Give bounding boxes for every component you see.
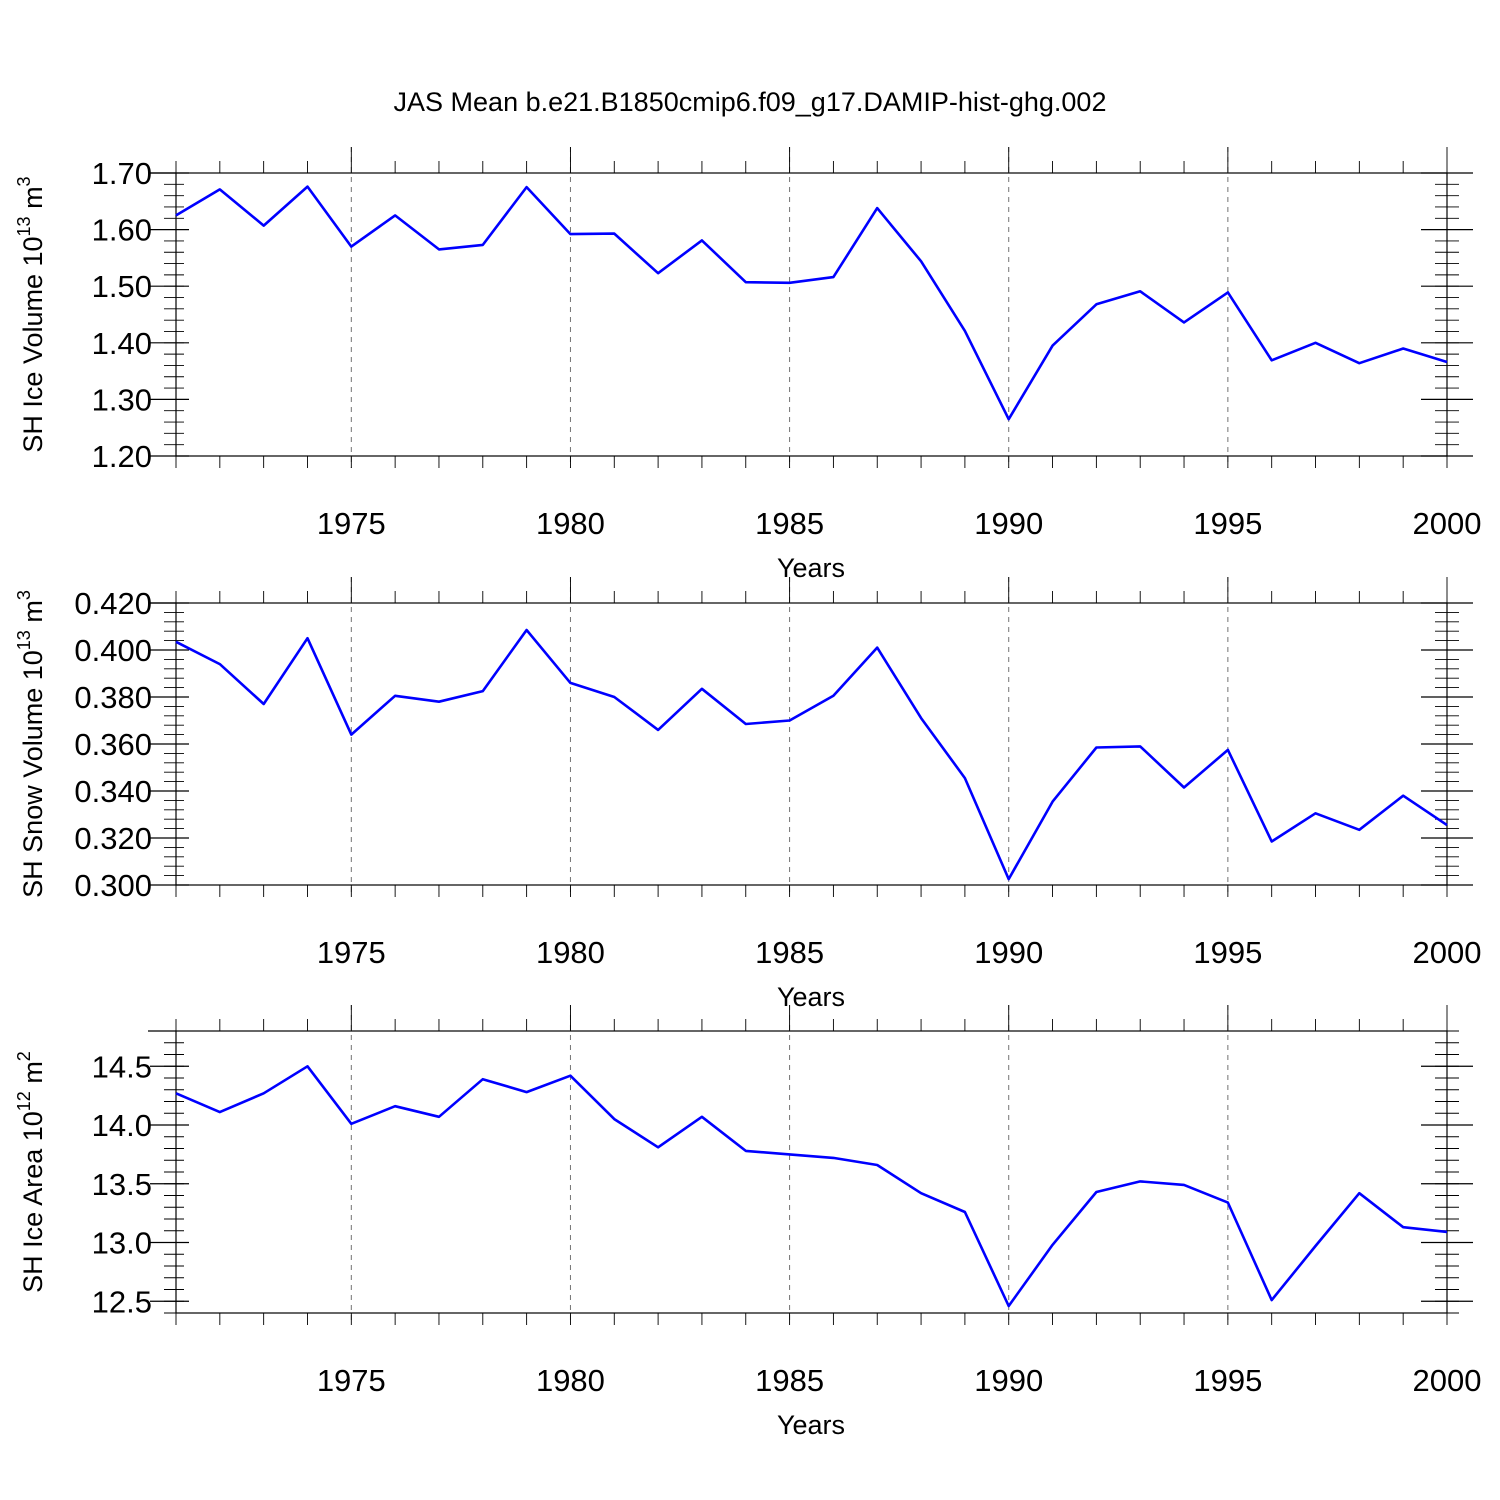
- y-axis-title-unit-exponent: 3: [14, 176, 34, 186]
- x-tick-label: 1995: [1193, 935, 1262, 970]
- x-tick-label: 1975: [317, 506, 386, 541]
- x-tick-label: 1980: [536, 1363, 605, 1398]
- y-tick-label: 1.20: [92, 439, 152, 474]
- x-tick-label: 1980: [536, 506, 605, 541]
- x-tick-label: 1985: [755, 935, 824, 970]
- y-axis-title-text: SH Snow Volume 10: [18, 650, 48, 898]
- x-tick-label: 1995: [1193, 1363, 1262, 1398]
- series-line: [175, 1065, 1448, 1308]
- y-tick-label: 14.5: [92, 1049, 152, 1084]
- y-tick-label: 0.340: [74, 774, 152, 809]
- y-tick-label: 14.0: [92, 1108, 152, 1143]
- y-axis-title: SH Ice Area 1012 m2: [14, 1051, 48, 1293]
- panels: 1.20 1.30 1.40 1.50 1.60 1.70 1975 1980 1985 1990…: [14, 147, 1481, 1440]
- x-tick-label: 1995: [1193, 506, 1262, 541]
- y-axis-title: SH Ice Volume 1013 m3: [14, 176, 48, 452]
- y-tick-label: 0.300: [74, 868, 152, 903]
- y-axis-title-unit-exponent: 3: [14, 590, 34, 600]
- panel-1: 1.20 1.30 1.40 1.50 1.60 1.70 1975 1980 1985 1990…: [14, 147, 1481, 583]
- x-tick-label: 1975: [317, 1363, 386, 1398]
- y-tick-label: 13.0: [92, 1226, 152, 1261]
- plot-frame: [175, 1030, 1448, 1314]
- y-axis-title-unit-exponent: 2: [14, 1051, 34, 1061]
- y-axis-title-unit: m: [18, 186, 48, 216]
- x-axis-title: Years: [777, 553, 845, 583]
- x-tick-label: 2000: [1413, 935, 1482, 970]
- y-tick-label: 12.5: [92, 1284, 152, 1319]
- y-axis-title-text: SH Ice Volume 10: [18, 236, 48, 452]
- y-axis-title-exponent: 13: [14, 630, 34, 650]
- y-tick-label: 1.30: [92, 382, 152, 417]
- y-tick-label: 1.60: [92, 213, 152, 248]
- y-tick-label: 0.400: [74, 633, 152, 668]
- y-axis-title-exponent: 13: [14, 216, 34, 236]
- plot-frame: [175, 172, 1448, 457]
- y-axis-title: SH Snow Volume 1013 m3: [14, 590, 48, 898]
- panel-3: 12.5 13.0 13.5 14.0 14.5 1975 1980 1985 1990 1995…: [14, 1005, 1481, 1440]
- y-tick-label: 0.420: [74, 586, 152, 621]
- x-tick-label: 1980: [536, 935, 605, 970]
- x-axis-title: Years: [777, 982, 845, 1012]
- y-tick-label: 0.320: [74, 821, 152, 856]
- x-tick-label: 2000: [1413, 1363, 1482, 1398]
- x-tick-label: 1990: [974, 935, 1043, 970]
- series-line: [175, 185, 1448, 421]
- x-axis-title: Years: [777, 1410, 845, 1440]
- x-tick-label: 1990: [974, 1363, 1043, 1398]
- x-tick-label: 2000: [1413, 506, 1482, 541]
- panel-2: 0.300 0.320 0.340 0.360 0.380 0.400 0.420 1975 1…: [14, 577, 1481, 1012]
- y-tick-label: 0.360: [74, 727, 152, 762]
- y-tick-label: 13.5: [92, 1167, 152, 1202]
- x-tick-label: 1985: [755, 1363, 824, 1398]
- x-tick-label: 1975: [317, 935, 386, 970]
- figure-title: JAS Mean b.e21.B1850cmip6.f09_g17.DAMIP-…: [394, 87, 1107, 117]
- y-axis-title-text: SH Ice Area 10: [18, 1111, 48, 1293]
- x-tick-label: 1990: [974, 506, 1043, 541]
- y-tick-label: 1.70: [92, 156, 152, 191]
- y-tick-label: 0.380: [74, 680, 152, 715]
- y-axis-title-exponent: 12: [14, 1091, 34, 1111]
- series-line: [175, 628, 1448, 881]
- x-tick-label: 1985: [755, 506, 824, 541]
- y-axis-title-unit: m: [18, 1061, 48, 1091]
- plot-frame: [175, 602, 1448, 886]
- y-axis-title-unit: m: [18, 600, 48, 630]
- y-tick-label: 1.50: [92, 269, 152, 304]
- y-tick-label: 1.40: [92, 326, 152, 361]
